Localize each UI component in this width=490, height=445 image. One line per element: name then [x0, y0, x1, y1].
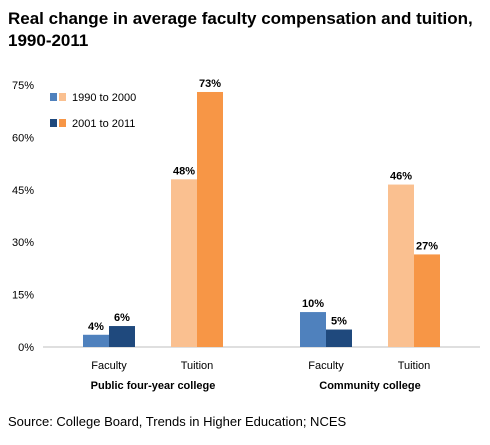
y-tick-label: 60%: [12, 132, 34, 144]
category-label: Faculty: [308, 360, 344, 372]
legend-label: 1990 to 2000: [72, 92, 136, 104]
category-label: Tuition: [181, 360, 214, 372]
group-label: Public four-year college: [91, 380, 216, 392]
data-label: 48%: [173, 165, 195, 177]
group-label: Community college: [319, 380, 420, 392]
bar: [197, 91, 223, 347]
bar: [171, 179, 197, 347]
data-label: 46%: [390, 171, 412, 183]
bar: [83, 334, 109, 347]
legend-swatch: [59, 119, 66, 127]
data-label: 73%: [199, 78, 221, 90]
data-label: 27%: [416, 240, 438, 252]
legend-swatch: [50, 93, 57, 101]
bar: [388, 184, 414, 347]
data-label: 5%: [331, 316, 347, 328]
bar: [300, 312, 326, 347]
data-label: 10%: [302, 298, 324, 310]
legend-label: 2001 to 2011: [72, 118, 135, 130]
legend-swatch: [59, 93, 66, 101]
bar: [414, 254, 440, 347]
y-tick-label: 0%: [18, 342, 34, 354]
source-note: Source: College Board, Trends in Higher …: [8, 414, 347, 429]
chart-title: Real change in average faculty compensat…: [8, 9, 473, 50]
y-tick-label: 45%: [12, 185, 34, 197]
y-tick-label: 75%: [12, 80, 34, 92]
bar: [109, 326, 135, 347]
bar: [326, 329, 352, 347]
data-label: 4%: [88, 321, 104, 333]
category-label: Tuition: [398, 360, 431, 372]
y-tick-label: 15%: [12, 290, 34, 302]
bar-chart: 0% 15% 30% 45% 60% 75% 4% 6% Faculty 48% 73% Tuitio…: [12, 78, 480, 392]
category-label: Faculty: [91, 360, 127, 372]
legend-swatch: [50, 119, 57, 127]
data-label: 6%: [114, 312, 130, 324]
y-tick-label: 30%: [12, 237, 34, 249]
